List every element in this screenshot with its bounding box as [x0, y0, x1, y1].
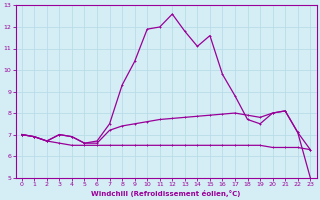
X-axis label: Windchill (Refroidissement éolien,°C): Windchill (Refroidissement éolien,°C) — [91, 190, 241, 197]
